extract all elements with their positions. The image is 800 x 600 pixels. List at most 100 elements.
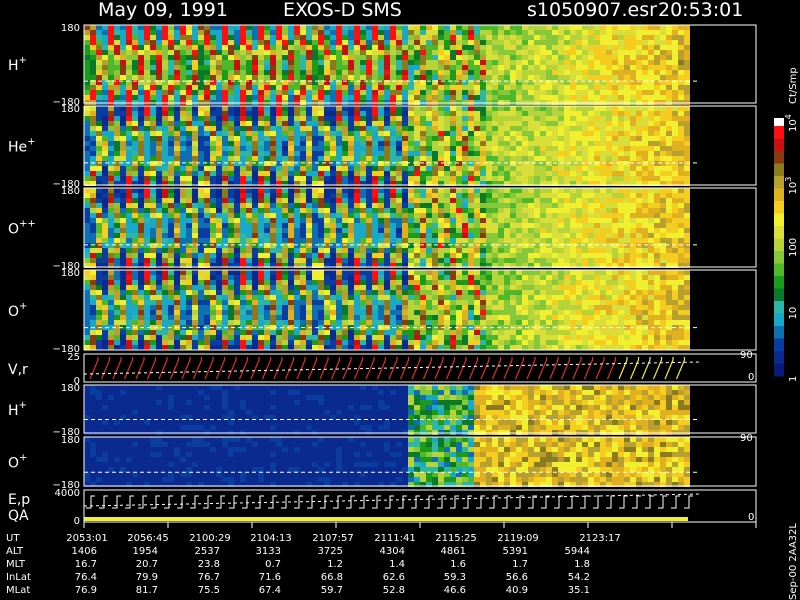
heat-cell	[102, 151, 108, 156]
heat-cell	[684, 233, 690, 238]
heat-cell	[282, 95, 288, 100]
heat-cell	[630, 171, 636, 176]
heat-cell	[516, 193, 522, 198]
heat-cell	[210, 111, 216, 116]
heat-cell	[600, 203, 606, 208]
heat-cell	[540, 156, 546, 161]
heat-cell	[420, 263, 426, 268]
heat-cell	[540, 95, 546, 100]
heat-cell	[228, 111, 234, 116]
heat-cell	[510, 258, 516, 263]
heat-cell	[366, 95, 372, 100]
heat-cell	[540, 171, 546, 176]
heat-cell	[552, 50, 558, 55]
heat-cell	[114, 253, 120, 258]
heat-cell	[156, 171, 162, 176]
heat-cell	[120, 85, 126, 90]
heat-cell	[234, 146, 240, 151]
heat-cell	[498, 223, 504, 228]
heat-cell	[258, 238, 264, 243]
heat-cell	[186, 141, 192, 146]
heat-cell	[390, 253, 396, 258]
heat-cell	[636, 60, 642, 65]
heat-cell	[402, 35, 408, 40]
heat-cell	[204, 116, 210, 121]
heat-cell	[480, 70, 486, 75]
heat-cell	[474, 151, 480, 156]
heat-cell	[270, 176, 276, 181]
heat-cell	[396, 141, 402, 146]
heat-cell	[144, 243, 150, 248]
heat-cell	[510, 55, 516, 60]
heat-cell	[630, 50, 636, 55]
heat-cell	[294, 90, 300, 95]
heat-cell	[96, 50, 102, 55]
heat-cell	[606, 30, 612, 35]
heat-cell	[654, 181, 660, 186]
heat-cell	[360, 208, 366, 213]
heat-cell	[348, 45, 354, 50]
heat-cell	[672, 35, 678, 40]
heat-cell	[390, 30, 396, 35]
heat-cell	[318, 233, 324, 238]
heat-cell	[324, 213, 330, 218]
heat-cell	[660, 25, 666, 30]
heat-cell	[138, 50, 144, 55]
heat-cell	[132, 171, 138, 176]
heat-cell	[342, 65, 348, 70]
heat-cell	[84, 65, 90, 70]
heat-cell	[222, 171, 228, 176]
heat-cell	[492, 35, 498, 40]
heat-cell	[120, 60, 126, 65]
heat-cell	[210, 238, 216, 243]
heat-cell	[516, 258, 522, 263]
heat-cell	[684, 243, 690, 248]
heat-cell	[282, 80, 288, 85]
heat-cell	[210, 223, 216, 228]
heat-cell	[372, 45, 378, 50]
heat-cell	[192, 141, 198, 146]
heat-cell	[642, 166, 648, 171]
heat-cell	[630, 193, 636, 198]
heat-cell	[462, 258, 468, 263]
heat-cell	[228, 223, 234, 228]
heat-cell	[540, 131, 546, 136]
heat-cell	[528, 121, 534, 126]
heat-cell	[138, 176, 144, 181]
heat-cell	[384, 136, 390, 141]
heat-cell	[516, 141, 522, 146]
heat-cell	[114, 228, 120, 233]
heat-cell	[174, 40, 180, 45]
heat-cell	[360, 55, 366, 60]
heat-cell	[492, 141, 498, 146]
heat-cell	[642, 171, 648, 176]
heat-cell	[600, 146, 606, 151]
heat-cell	[252, 253, 258, 258]
heat-cell	[456, 166, 462, 171]
heat-cell	[366, 25, 372, 30]
heat-cell	[144, 95, 150, 100]
heat-cell	[582, 70, 588, 75]
heat-cell	[582, 65, 588, 70]
heat-cell	[528, 238, 534, 243]
heat-cell	[378, 203, 384, 208]
heat-cell	[444, 233, 450, 238]
heat-cell	[582, 161, 588, 166]
heat-cell	[234, 25, 240, 30]
heat-cell	[180, 90, 186, 95]
heat-cell	[564, 126, 570, 131]
heat-cell	[558, 193, 564, 198]
heat-cell	[408, 30, 414, 35]
heat-cell	[186, 208, 192, 213]
heat-cell	[402, 116, 408, 121]
heat-cell	[600, 171, 606, 176]
heat-cell	[660, 60, 666, 65]
heat-cell	[306, 121, 312, 126]
heat-cell	[576, 238, 582, 243]
heat-cell	[138, 146, 144, 151]
heat-cell	[486, 171, 492, 176]
heat-cell	[498, 131, 504, 136]
heat-cell	[396, 106, 402, 111]
heat-cell	[672, 171, 678, 176]
heat-cell	[132, 60, 138, 65]
